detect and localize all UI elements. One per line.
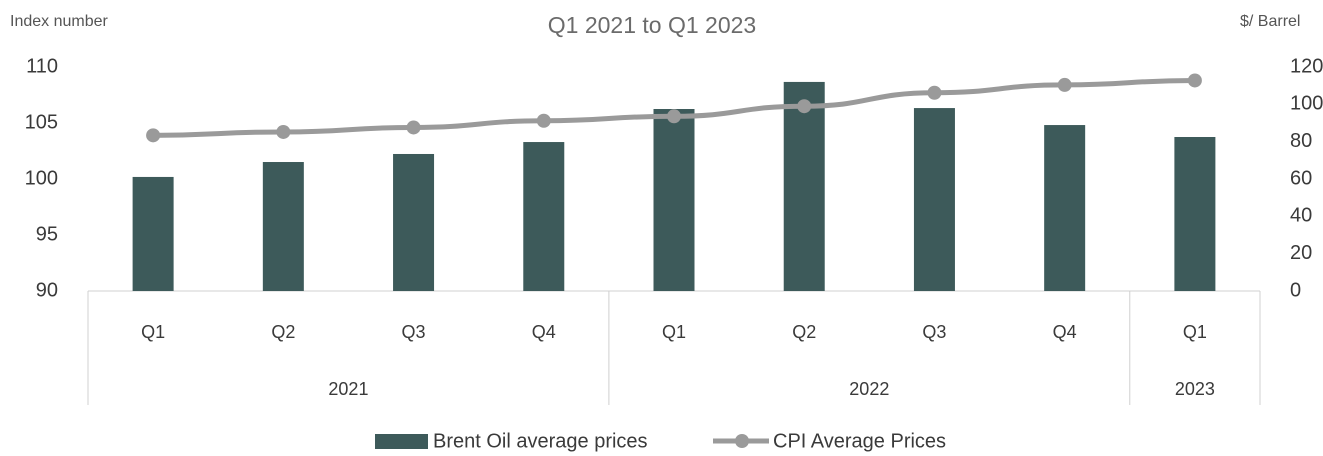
legend-label: CPI Average Prices <box>773 430 946 452</box>
marker <box>797 99 812 114</box>
bar <box>1044 125 1086 291</box>
y-axis-label: Index number <box>10 13 109 30</box>
legend-marker <box>735 434 749 448</box>
y-tick-label: 95 <box>36 223 58 245</box>
y2-tick-label: 0 <box>1290 279 1301 301</box>
marker <box>1057 77 1072 92</box>
y-tick-label: 105 <box>25 111 58 133</box>
x-group-label: 2021 <box>328 379 368 399</box>
x-tick-label: Q1 <box>1183 322 1207 342</box>
marker <box>276 124 291 139</box>
y-tick-label: 100 <box>25 167 58 189</box>
bar <box>523 142 565 291</box>
bar <box>783 81 825 291</box>
y-tick-label: 110 <box>26 55 58 77</box>
bar <box>132 176 174 291</box>
marker <box>927 85 942 100</box>
marker <box>406 120 421 135</box>
legend-swatch <box>375 434 428 449</box>
legend-label: Brent Oil average prices <box>433 430 648 452</box>
y2-tick-label: 120 <box>1290 55 1323 77</box>
y2-axis-label: $/ Barrel <box>1240 13 1300 30</box>
marker <box>146 128 161 143</box>
marker <box>536 113 551 128</box>
chart-title: Q1 2021 to Q1 2023 <box>548 12 756 38</box>
x-tick-label: Q4 <box>1053 322 1077 342</box>
y2-tick-label: 80 <box>1290 130 1312 152</box>
x-group-label: 2022 <box>849 379 889 399</box>
x-group-label: 2023 <box>1175 379 1215 399</box>
bar <box>913 108 955 291</box>
y2-tick-label: 60 <box>1290 167 1312 189</box>
y-tick-label: 90 <box>36 279 58 301</box>
marker <box>667 109 681 124</box>
y2-tick-label: 20 <box>1290 242 1312 264</box>
bar <box>653 109 695 291</box>
bar <box>1174 137 1216 291</box>
y2-tick-label: 100 <box>1290 93 1323 115</box>
x-tick-label: Q2 <box>271 322 295 342</box>
bar <box>262 162 304 291</box>
x-tick-label: Q1 <box>141 322 165 342</box>
marker <box>1187 73 1202 88</box>
bar <box>393 153 435 291</box>
x-tick-label: Q3 <box>402 322 426 342</box>
x-tick-label: Q1 <box>662 322 686 342</box>
y2-tick-label: 40 <box>1290 205 1312 227</box>
x-tick-label: Q3 <box>922 322 946 342</box>
x-tick-label: Q4 <box>532 322 556 342</box>
x-tick-label: Q2 <box>792 322 816 342</box>
